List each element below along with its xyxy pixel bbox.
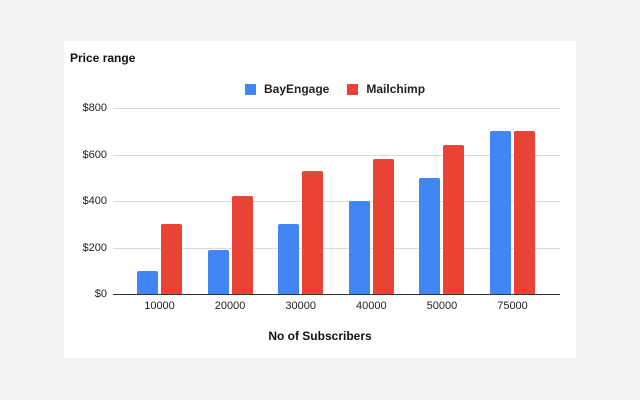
gridline	[113, 247, 560, 249]
x-tick-label: 10000	[144, 300, 175, 312]
gridline	[113, 154, 560, 156]
y-tick-label: $600	[82, 148, 107, 161]
gridline	[113, 201, 560, 202]
y-tick-label: $200	[82, 241, 107, 254]
x-tick-label: 75000	[497, 300, 528, 312]
bar-mailchimp-75000[interactable]	[514, 131, 535, 294]
x-tick-label: 50000	[426, 300, 458, 312]
legend-swatch-mailchimp	[347, 83, 359, 95]
bar-bayengage-50000[interactable]	[419, 177, 441, 294]
y-tick-label: $800	[82, 102, 107, 114]
bar-mailchimp-40000[interactable]	[372, 159, 394, 294]
legend-swatch-bayengage	[245, 83, 256, 95]
chart-legend: BayEngage Mailchimp	[245, 82, 443, 96]
bar-mailchimp-30000[interactable]	[302, 170, 324, 294]
x-tick-label: 30000	[285, 300, 316, 312]
x-axis-label: No of Subscribers	[268, 329, 372, 343]
bar-mailchimp-10000[interactable]	[161, 224, 182, 294]
plot-area: $0 $200 $400 $600 $800 10000 20000 30000 40000 50…	[83, 102, 560, 312]
bar-mailchimp-20000[interactable]	[231, 196, 253, 294]
legend-item-mailchimp[interactable]: Mailchimp	[347, 82, 425, 96]
bar-bayengage-40000[interactable]	[348, 201, 370, 294]
bar-bayengage-20000[interactable]	[207, 249, 229, 294]
x-axis-baseline	[113, 294, 560, 295]
y-tick-label: $400	[82, 195, 107, 207]
bar-bayengage-30000[interactable]	[278, 224, 300, 294]
x-tick-label: 20000	[214, 300, 246, 312]
legend-item-bayengage[interactable]: BayEngage	[245, 82, 329, 96]
chart-card: Price range BayEngage Mailchimp $0 $200 $4…	[64, 41, 576, 358]
x-tick-label: 40000	[356, 300, 387, 312]
bar-bayengage-10000[interactable]	[137, 270, 158, 294]
legend-label-mailchimp: Mailchimp	[366, 82, 426, 96]
legend-label-bayengage: BayEngage	[264, 82, 330, 96]
bar-mailchimp-50000[interactable]	[443, 145, 465, 294]
chart-title: Price range	[70, 51, 136, 65]
bar-bayengage-75000[interactable]	[490, 131, 511, 294]
gridline	[113, 108, 560, 109]
y-tick-label: $0	[94, 288, 107, 300]
